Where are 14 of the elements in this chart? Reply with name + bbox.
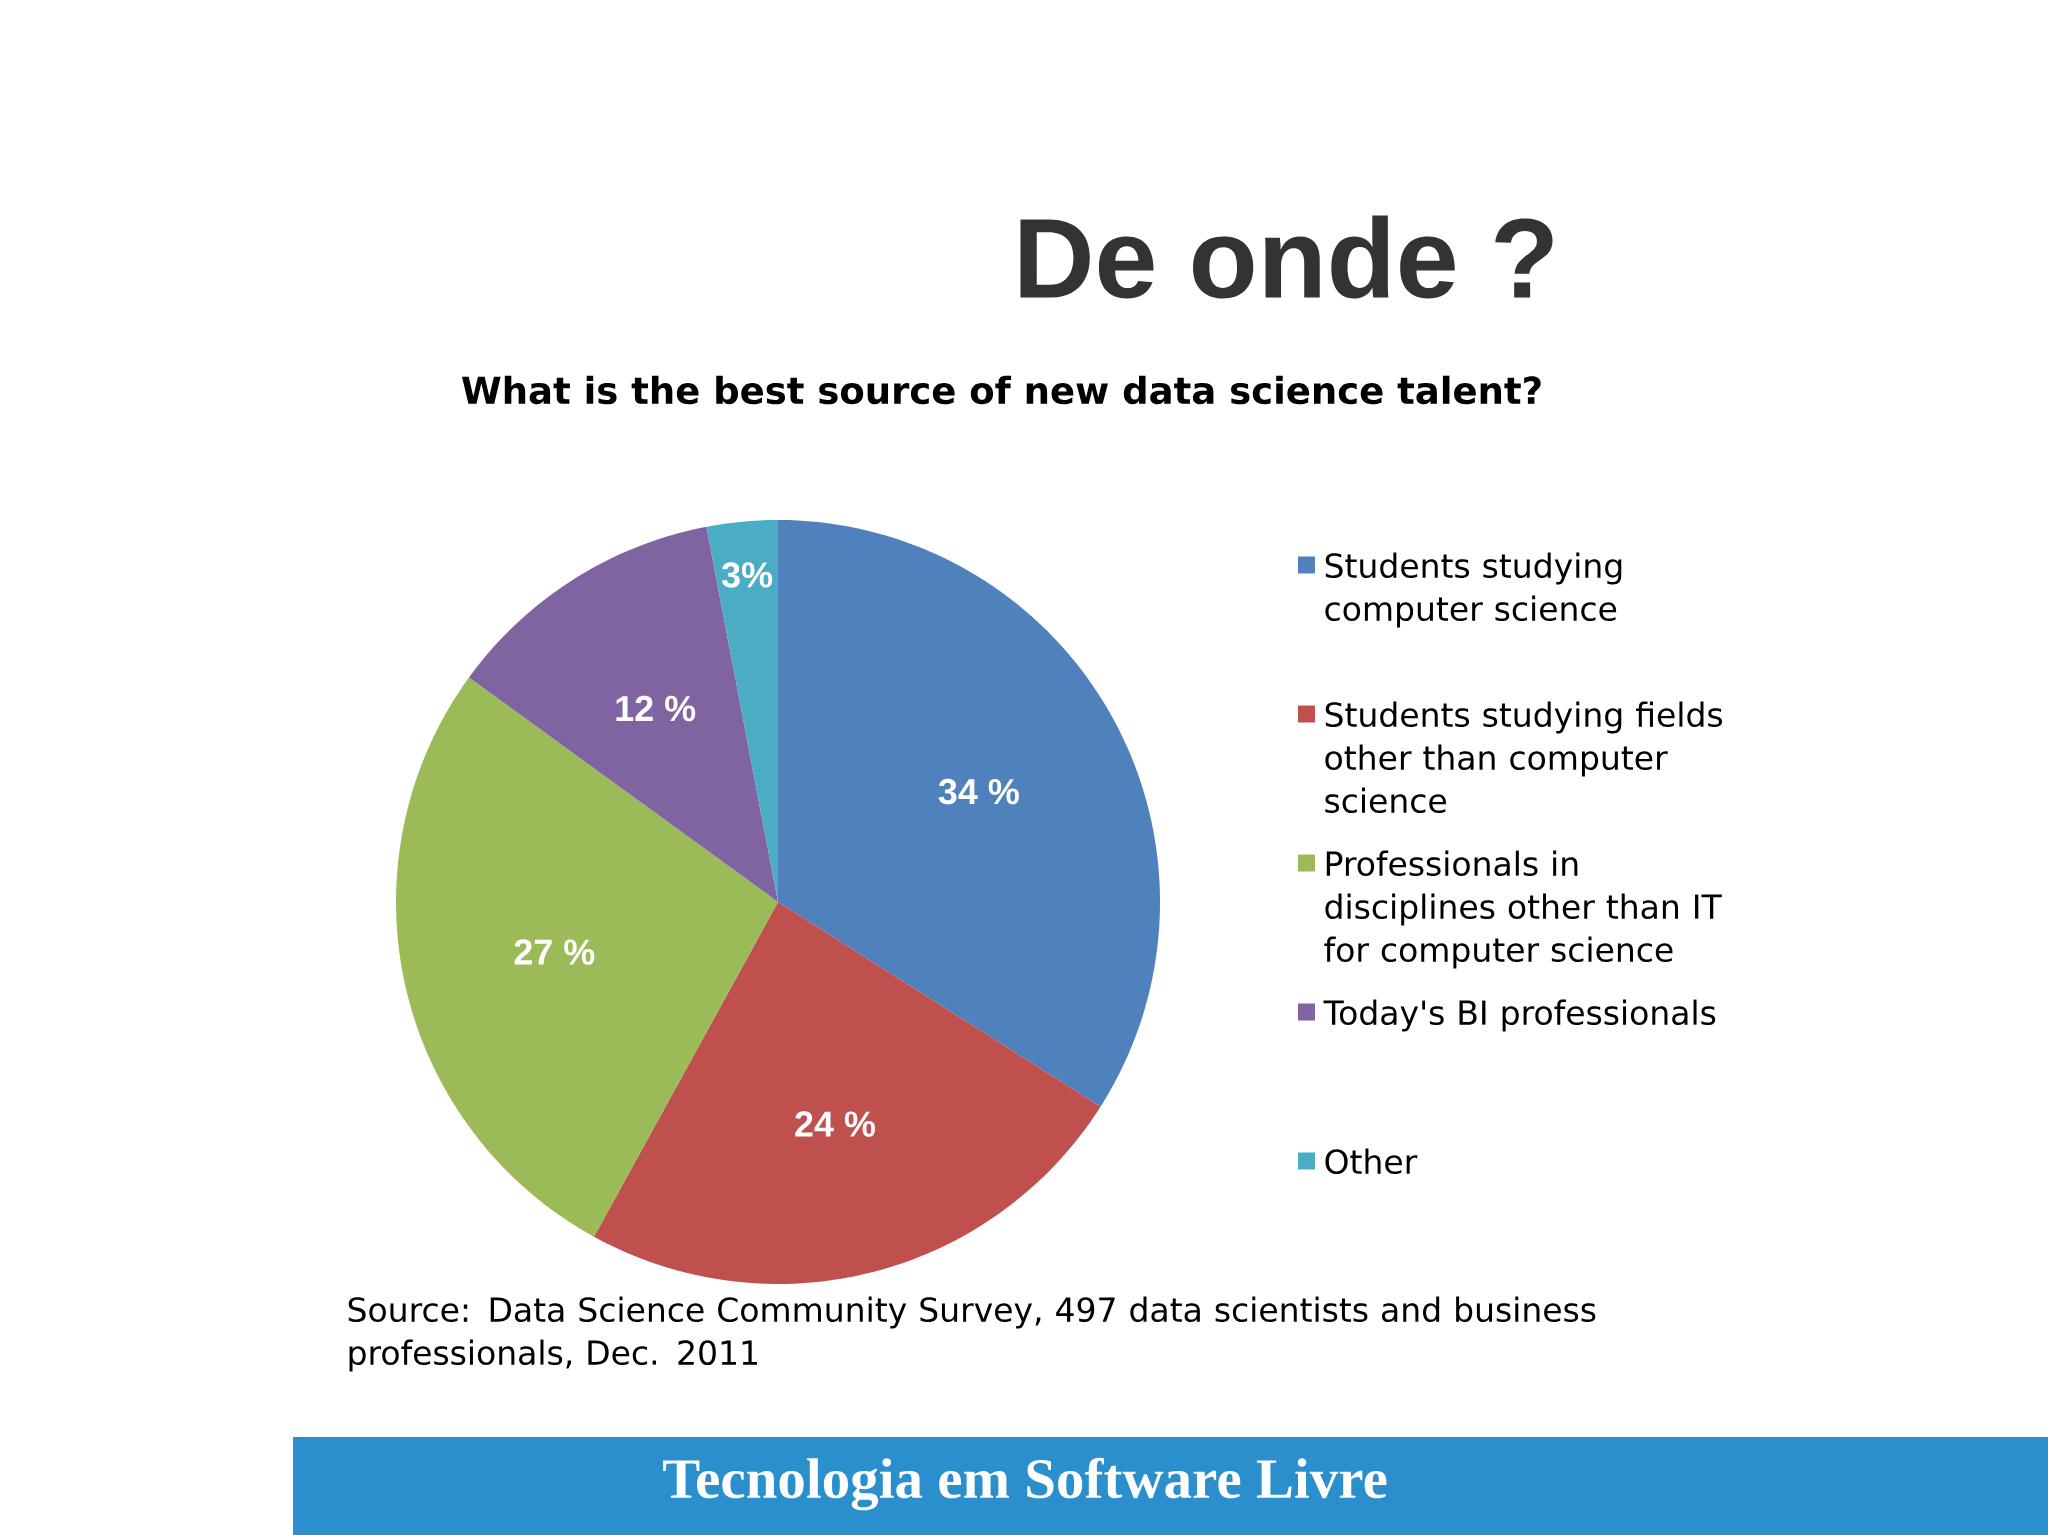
- legend-label: Professionals in disciplines other than IT for computer science: [1324, 850, 1722, 969]
- text: Tecnologia em Software Livre: [663, 1457, 1387, 1511]
- legend-label: Today's BI professionals: [1323, 999, 1716, 1032]
- chart-subtitle: What is the best source of new data science talent?: [462, 375, 1541, 405]
- data-label: 12 %: [616, 695, 696, 722]
- legend-label: Students studying computer science: [1325, 552, 1622, 628]
- data-label: 3%: [721, 562, 773, 588]
- data-label: 34 %: [938, 778, 1019, 805]
- legend-label: Students studying fields other than computer science: [1325, 701, 1723, 814]
- data-label: 24 %: [795, 1111, 876, 1137]
- source-note: Source: Data Science Community Survey, 497 data scientists and business professionals, Dec. 2011: [348, 1296, 1596, 1372]
- data-label: 27 %: [514, 939, 595, 965]
- chart-title: De onde ?: [1020, 215, 1553, 299]
- legend-label: Other: [1325, 1148, 1418, 1175]
